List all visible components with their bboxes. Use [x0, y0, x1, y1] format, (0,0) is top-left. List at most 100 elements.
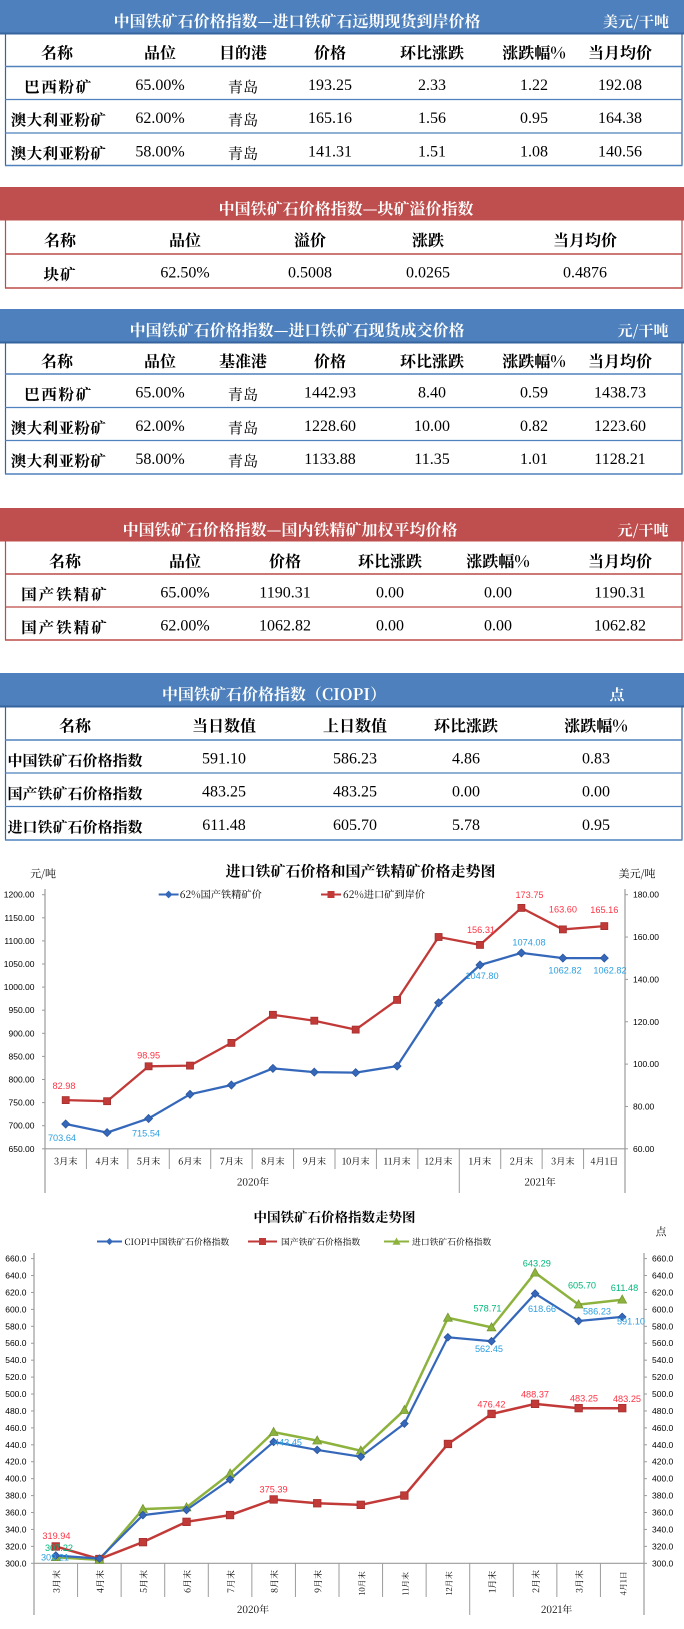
svg-text:443.45: 443.45 — [274, 1438, 302, 1448]
svg-text:600.0: 600.0 — [652, 1304, 674, 1314]
svg-text:309.21: 309.21 — [41, 1553, 69, 1563]
svg-text:580.0: 580.0 — [5, 1321, 27, 1331]
svg-text:360.0: 360.0 — [652, 1508, 674, 1518]
svg-text:62.00%: 62.00% — [135, 110, 184, 127]
svg-text:580.0: 580.0 — [652, 1321, 674, 1331]
svg-text:156.31: 156.31 — [467, 925, 495, 935]
svg-text:319.94: 319.94 — [42, 1531, 70, 1541]
svg-text:1000.00: 1000.00 — [4, 982, 35, 992]
svg-text:440.0: 440.0 — [652, 1440, 674, 1450]
svg-text:600.0: 600.0 — [5, 1304, 27, 1314]
svg-text:611.48: 611.48 — [202, 817, 245, 834]
svg-text:605.70: 605.70 — [333, 817, 377, 834]
svg-text:0.4876: 0.4876 — [563, 265, 607, 282]
svg-text:62.50%: 62.50% — [160, 265, 209, 282]
svg-text:520.0: 520.0 — [652, 1372, 674, 1382]
svg-text:1047.80: 1047.80 — [465, 971, 498, 981]
svg-text:1200.00: 1200.00 — [4, 890, 35, 900]
svg-text:850.00: 850.00 — [9, 1051, 35, 1061]
svg-text:483.25: 483.25 — [613, 1394, 641, 1404]
svg-text:1050.00: 1050.00 — [4, 959, 35, 969]
svg-text:476.42: 476.42 — [477, 1399, 505, 1409]
svg-text:900.00: 900.00 — [9, 1028, 35, 1038]
svg-text:65.00%: 65.00% — [160, 585, 209, 602]
svg-text:1.08: 1.08 — [520, 144, 548, 161]
svg-text:0.00: 0.00 — [376, 618, 404, 635]
svg-text:141.31: 141.31 — [308, 144, 352, 161]
svg-text:0.00: 0.00 — [376, 585, 404, 602]
svg-text:340.0: 340.0 — [652, 1524, 674, 1534]
svg-text:300.0: 300.0 — [5, 1558, 27, 1568]
svg-text:1.51: 1.51 — [418, 144, 446, 161]
svg-text:380.0: 380.0 — [652, 1491, 674, 1501]
svg-text:340.0: 340.0 — [5, 1524, 27, 1534]
svg-text:1062.82: 1062.82 — [594, 618, 646, 635]
svg-text:483.25: 483.25 — [202, 784, 246, 801]
svg-text:560.0: 560.0 — [652, 1338, 674, 1348]
svg-text:950.00: 950.00 — [9, 1005, 35, 1015]
svg-text:591.10: 591.10 — [202, 751, 246, 768]
svg-text:58.00%: 58.00% — [135, 144, 184, 161]
svg-text:578.71: 578.71 — [473, 1304, 501, 1314]
svg-text:0.95: 0.95 — [582, 817, 610, 834]
svg-text:618.66: 618.66 — [528, 1304, 556, 1314]
svg-text:1228.60: 1228.60 — [304, 418, 356, 435]
svg-text:193.25: 193.25 — [308, 77, 352, 94]
svg-text:120.00: 120.00 — [633, 1017, 659, 1027]
svg-text:1190.31: 1190.31 — [594, 585, 645, 602]
svg-text:400.0: 400.0 — [5, 1474, 27, 1484]
svg-text:165.16: 165.16 — [590, 905, 618, 915]
svg-text:660.0: 660.0 — [5, 1254, 27, 1264]
svg-text:0.00: 0.00 — [484, 618, 512, 635]
svg-text:483.25: 483.25 — [333, 784, 377, 801]
svg-text:5.78: 5.78 — [452, 817, 480, 834]
svg-text:540.0: 540.0 — [5, 1355, 27, 1365]
svg-text:2.33: 2.33 — [418, 77, 446, 94]
svg-text:480.0: 480.0 — [5, 1406, 27, 1416]
svg-text:375.39: 375.39 — [260, 1485, 288, 1495]
svg-text:643.29: 643.29 — [523, 1259, 551, 1269]
svg-text:62.00%: 62.00% — [160, 618, 209, 635]
svg-text:65.00%: 65.00% — [135, 385, 184, 402]
svg-text:140.56: 140.56 — [598, 144, 642, 161]
svg-text:0.00: 0.00 — [452, 784, 480, 801]
svg-text:1074.08: 1074.08 — [512, 937, 545, 947]
svg-text:360.0: 360.0 — [5, 1508, 27, 1518]
svg-text:180.00: 180.00 — [633, 890, 659, 900]
svg-text:0.82: 0.82 — [520, 418, 548, 435]
svg-text:400.0: 400.0 — [652, 1474, 674, 1484]
svg-text:1.22: 1.22 — [520, 77, 548, 94]
svg-text:611.48: 611.48 — [611, 1283, 638, 1293]
svg-text:164.38: 164.38 — [598, 110, 642, 127]
svg-text:11.35: 11.35 — [414, 451, 449, 468]
svg-text:10.00: 10.00 — [414, 418, 450, 435]
svg-text:700.00: 700.00 — [9, 1121, 35, 1131]
svg-text:82.98: 82.98 — [53, 1081, 76, 1091]
svg-text:0.00: 0.00 — [582, 784, 610, 801]
svg-text:1150.00: 1150.00 — [4, 913, 34, 923]
svg-text:140.00: 140.00 — [633, 974, 659, 984]
svg-text:0.5008: 0.5008 — [288, 265, 332, 282]
svg-text:586.23: 586.23 — [583, 1307, 611, 1317]
svg-text:380.0: 380.0 — [5, 1491, 27, 1501]
svg-text:1.56: 1.56 — [418, 110, 446, 127]
svg-text:163.60: 163.60 — [549, 904, 577, 914]
svg-text:540.0: 540.0 — [652, 1355, 674, 1365]
svg-text:320.0: 320.0 — [5, 1541, 27, 1551]
svg-text:715.54: 715.54 — [132, 1129, 160, 1139]
svg-text:420.0: 420.0 — [652, 1457, 674, 1467]
svg-text:0.59: 0.59 — [520, 385, 548, 402]
svg-text:483.25: 483.25 — [570, 1394, 598, 1404]
svg-text:480.0: 480.0 — [652, 1406, 674, 1416]
svg-text:703.64: 703.64 — [48, 1133, 76, 1143]
svg-text:300.0: 300.0 — [652, 1558, 674, 1568]
svg-text:586.23: 586.23 — [333, 751, 377, 768]
svg-text:500.0: 500.0 — [5, 1389, 27, 1399]
svg-text:440.0: 440.0 — [5, 1440, 27, 1450]
svg-text:750.00: 750.00 — [9, 1098, 35, 1108]
svg-text:60.00: 60.00 — [633, 1144, 655, 1154]
svg-text:165.16: 165.16 — [308, 110, 352, 127]
svg-text:500.0: 500.0 — [652, 1389, 674, 1399]
svg-text:98.95: 98.95 — [137, 1050, 160, 1060]
svg-text:488.37: 488.37 — [521, 1389, 549, 1399]
